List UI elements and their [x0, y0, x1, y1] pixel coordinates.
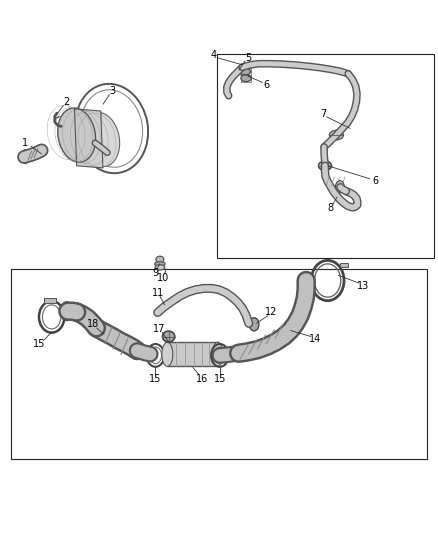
Text: 9: 9: [152, 268, 158, 278]
Text: 5: 5: [245, 53, 251, 62]
Text: 6: 6: [373, 176, 379, 186]
Text: 16: 16: [196, 374, 208, 384]
Ellipse shape: [155, 265, 165, 270]
Ellipse shape: [336, 181, 344, 193]
Polygon shape: [74, 109, 103, 168]
Text: 4: 4: [210, 50, 216, 60]
Text: 17: 17: [153, 324, 166, 334]
Bar: [11, 269, 427, 459]
Ellipse shape: [240, 68, 251, 75]
Text: 7: 7: [320, 109, 326, 119]
Ellipse shape: [318, 161, 332, 171]
Text: 15: 15: [149, 374, 162, 384]
Text: 13: 13: [357, 281, 370, 291]
Text: 18: 18: [87, 319, 99, 329]
Ellipse shape: [21, 150, 30, 163]
Bar: [167, 342, 218, 366]
Text: 10: 10: [157, 273, 170, 283]
Text: 6: 6: [263, 80, 269, 90]
Ellipse shape: [58, 108, 95, 162]
Ellipse shape: [155, 262, 165, 266]
Bar: [240, 68, 251, 75]
Ellipse shape: [162, 331, 175, 342]
Text: 14: 14: [309, 334, 321, 344]
Text: 1: 1: [22, 138, 28, 148]
Text: 8: 8: [328, 203, 334, 213]
Bar: [167, 342, 218, 366]
Bar: [217, 54, 434, 258]
Text: 15: 15: [33, 340, 46, 350]
Text: 2: 2: [64, 97, 70, 107]
Text: 11: 11: [152, 288, 164, 298]
Ellipse shape: [156, 256, 164, 263]
Ellipse shape: [241, 75, 251, 82]
Ellipse shape: [329, 130, 343, 140]
Ellipse shape: [212, 342, 223, 366]
Ellipse shape: [82, 112, 120, 167]
Text: 15: 15: [214, 374, 226, 384]
Bar: [44, 298, 56, 303]
Text: 3: 3: [110, 86, 116, 96]
Bar: [340, 263, 348, 268]
Text: 12: 12: [265, 308, 278, 318]
Ellipse shape: [60, 302, 73, 320]
Bar: [241, 75, 251, 82]
Ellipse shape: [249, 318, 259, 331]
Ellipse shape: [162, 342, 173, 366]
